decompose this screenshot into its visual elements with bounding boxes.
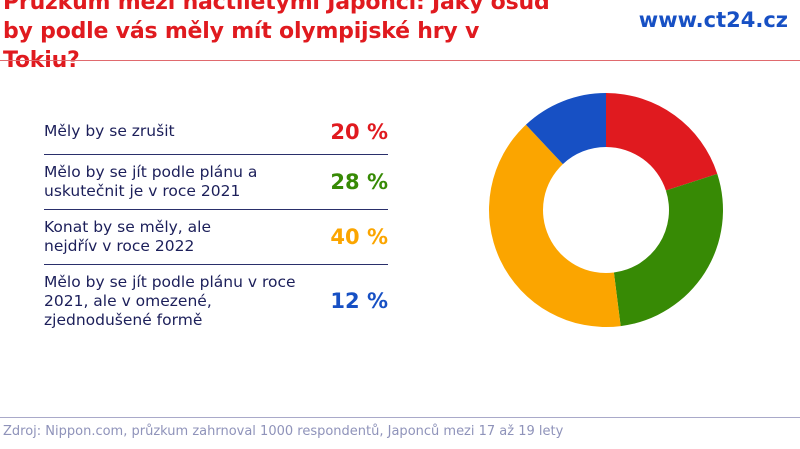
legend-value: 28 % <box>330 170 388 194</box>
header-divider <box>0 60 800 61</box>
source-note: Zdroj: Nippon.com, průzkum zahrnoval 100… <box>3 424 564 439</box>
donut-slice <box>606 93 718 191</box>
legend-value: 20 % <box>330 119 388 144</box>
legend-list: Měly by se zrušit 20 % Mělo by se jít po… <box>44 109 388 337</box>
legend-row: Konat by se měly, ale nejdřív v roce 202… <box>44 210 388 265</box>
legend-label: Mělo by se jít podle plánu a uskutečnit … <box>44 163 258 200</box>
brand-url[interactable]: www.ct24.cz <box>638 8 788 32</box>
donut-slice <box>525 93 606 165</box>
legend-row: Mělo by se jít podle plánu a uskutečnit … <box>44 155 388 210</box>
legend-row: Mělo by se jít podle plánu v roce 2021, … <box>44 265 388 337</box>
chart-title: Průzkum mezi náctiletými Japonci: Jaký o… <box>3 0 550 73</box>
donut-slice <box>613 173 723 327</box>
legend-label: Mělo by se jít podle plánu v roce 2021, … <box>44 272 296 329</box>
donut-chart <box>489 93 723 328</box>
donut-slice <box>489 124 621 328</box>
legend-value: 12 % <box>330 289 388 313</box>
legend-label: Konat by se měly, ale nejdřív v roce 202… <box>44 218 211 255</box>
legend-label: Měly by se zrušit <box>44 122 175 140</box>
footer-divider <box>0 417 800 418</box>
legend-row: Měly by se zrušit 20 % <box>44 109 388 155</box>
legend-value: 40 % <box>330 225 388 249</box>
